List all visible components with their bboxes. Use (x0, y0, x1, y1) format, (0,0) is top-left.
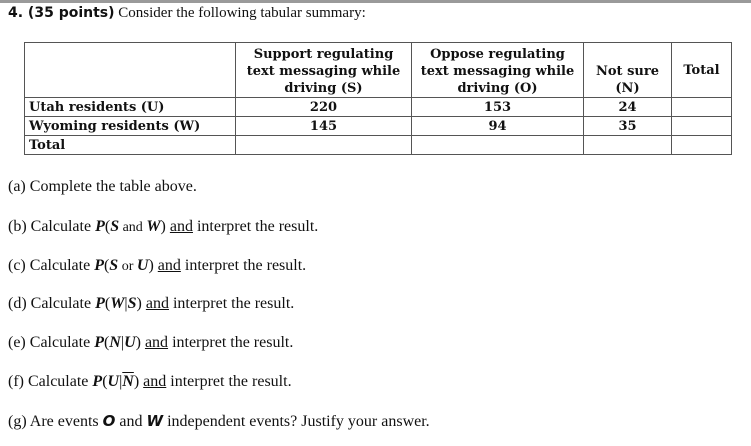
question-text: ) (136, 295, 142, 312)
math-text: S (110, 218, 120, 235)
math-text: N (122, 373, 134, 390)
table-cell: 24 (583, 97, 672, 117)
question-text: ) (133, 373, 140, 390)
column-header: Total (671, 42, 732, 98)
math-text: P (95, 295, 105, 312)
question-text: interpret the result. (168, 334, 294, 351)
math-text: N (109, 334, 121, 351)
table-cell: 153 (411, 97, 584, 117)
question-label: (g) (8, 413, 27, 430)
table-row: Utah residents (U) 220 153 24 (24, 97, 732, 117)
table-row: Wyoming residents (W) 145 94 35 (24, 116, 732, 136)
question-b: (b) Calculate P(S and W) and interpret t… (8, 218, 318, 236)
math-text: W (110, 295, 125, 312)
question-text: and (115, 413, 147, 430)
column-header: Not sure (N) (583, 42, 672, 98)
math-text: U (136, 257, 149, 274)
question-label: (e) (8, 334, 26, 351)
math-text: S (127, 295, 137, 312)
question-text: interpret the result. (180, 257, 307, 274)
math-text: P (94, 334, 104, 351)
question-label: (d) (8, 295, 27, 312)
math-text: and (169, 218, 193, 235)
question-text: | (120, 334, 125, 351)
question-g: (g) Are events O and W independent event… (8, 412, 430, 431)
question-text: interpret the result. (168, 295, 295, 312)
question-text: | (124, 295, 128, 312)
question-intro: Consider the following tabular summary: (114, 5, 366, 21)
question-text: Calculate (26, 218, 96, 235)
row-label: Total (24, 135, 236, 155)
question-f: (f) Calculate P(U|N) and interpret the r… (8, 373, 292, 391)
table-cell (671, 97, 732, 117)
question-c: (c) Calculate P(S or U) and interpret th… (8, 257, 306, 275)
math-text: P (94, 257, 104, 274)
question-text: Complete the table above. (25, 178, 197, 195)
question-text: ( (104, 218, 111, 235)
question-text: Calculate (23, 373, 93, 390)
question-text: | (119, 373, 123, 390)
math-text: P (92, 373, 103, 390)
question-text: Calculate (26, 295, 96, 312)
question-label: (a) (8, 178, 26, 195)
math-text: and (145, 295, 169, 312)
question-a: (a) Complete the table above. (8, 178, 197, 196)
math-text: P (95, 218, 105, 235)
summary-table: Support regulating text messaging while … (24, 42, 732, 155)
math-text: and (143, 373, 167, 390)
table-cell (671, 116, 732, 136)
question-text: independent events? Justify your answer. (163, 413, 430, 430)
question-text: ( (104, 295, 111, 312)
question-text: ( (103, 257, 110, 274)
question-text: ) (135, 334, 141, 351)
math-text: or (118, 259, 137, 274)
math-text: U (124, 334, 136, 351)
question-text: ) (160, 218, 166, 235)
question-d: (d) Calculate P(W|S) and interpret the r… (8, 295, 294, 313)
question-text: interpret the result. (192, 218, 319, 235)
math-text: S (109, 257, 119, 274)
math-text: W (146, 218, 161, 235)
question-label: (b) (8, 218, 27, 235)
table-cell (583, 135, 672, 155)
row-label: Utah residents (U) (24, 97, 236, 117)
question-text: interpret the result. (166, 373, 292, 390)
question-text: ( (102, 373, 108, 390)
table-cell: 220 (235, 97, 412, 117)
question-number: 4. (35 points) (8, 5, 115, 21)
question-text: Calculate (25, 257, 95, 274)
math-text: O (102, 412, 116, 430)
math-text: and (144, 334, 169, 351)
table-cell: 35 (583, 116, 672, 136)
column-header: Support regulating text messaging while … (235, 42, 412, 98)
table-cell (411, 135, 584, 155)
math-text: and (119, 220, 147, 235)
top-border (0, 0, 751, 3)
question-text: ( (103, 334, 110, 351)
table-cell (235, 135, 412, 155)
question-heading: 4. (35 points) Consider the following ta… (8, 5, 366, 22)
math-text: W (146, 412, 164, 430)
table-cell: 94 (411, 116, 584, 136)
question-text: Are events (26, 413, 103, 430)
question-e: (e) Calculate P(N|U) and interpret the r… (8, 334, 293, 352)
math-text: and (157, 257, 181, 274)
table-row: Total (24, 135, 732, 155)
row-label: Wyoming residents (W) (24, 116, 236, 136)
question-text: Calculate (25, 334, 95, 351)
question-text: ) (148, 257, 154, 274)
column-header (24, 42, 236, 98)
question-label: (f) (8, 373, 24, 390)
table-cell (671, 135, 732, 155)
table-cell: 145 (235, 116, 412, 136)
table-header-row: Support regulating text messaging while … (24, 42, 732, 98)
question-label: (c) (8, 257, 26, 274)
column-header: Oppose regulating text messaging while d… (411, 42, 584, 98)
math-text: U (107, 373, 120, 390)
